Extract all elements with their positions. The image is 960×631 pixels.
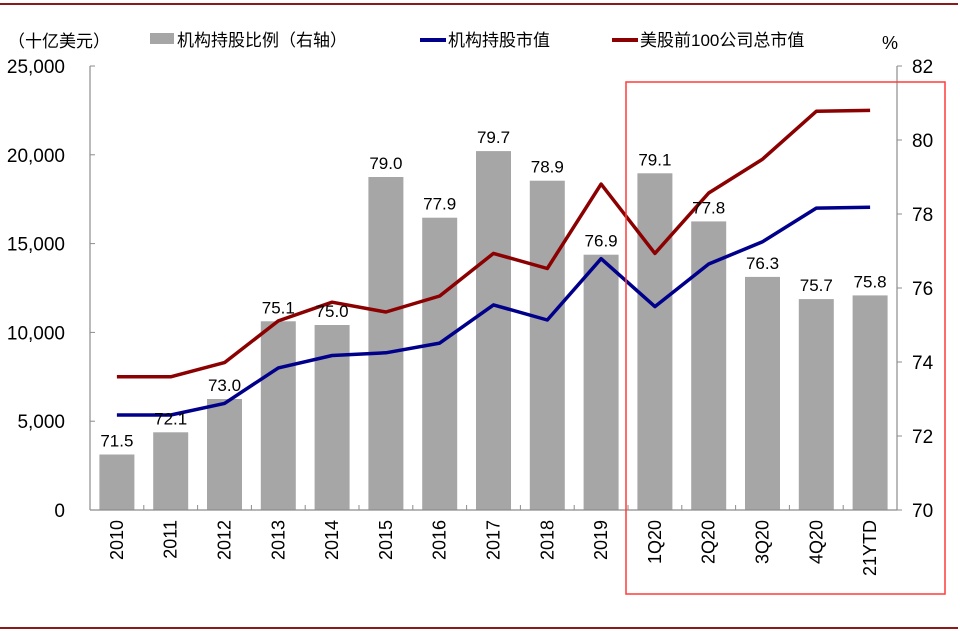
bar-2017 bbox=[476, 151, 511, 510]
bar-2018 bbox=[529, 180, 565, 510]
bar-2010 bbox=[99, 454, 135, 510]
x-tick-label: 2010 bbox=[107, 520, 127, 560]
bar-2015 bbox=[368, 177, 404, 510]
bar-2013 bbox=[260, 321, 296, 510]
x-tick-label: 2012 bbox=[215, 520, 235, 560]
bar-value-label: 75.8 bbox=[854, 272, 887, 291]
bar-3Q20 bbox=[745, 276, 780, 510]
bar-2019 bbox=[583, 254, 619, 510]
x-tick-label: 21YTD bbox=[860, 520, 880, 576]
bottom-rule bbox=[0, 627, 958, 629]
bar-value-label: 75.1 bbox=[262, 298, 295, 317]
top-rule bbox=[0, 3, 958, 5]
bar-value-label: 75.0 bbox=[316, 302, 349, 321]
left-tick-label: 25,000 bbox=[7, 57, 65, 78]
highlight-box bbox=[625, 81, 946, 595]
legend-label-red-line: 美股前100公司总市值 bbox=[640, 31, 804, 50]
bar-value-label: 76.3 bbox=[746, 254, 779, 273]
bar-value-label: 79.7 bbox=[477, 128, 510, 147]
x-tick-label: 2013 bbox=[268, 520, 288, 560]
bar-value-label: 78.9 bbox=[531, 158, 564, 177]
legend-label-bar: 机构持股比例（右轴） bbox=[177, 31, 347, 50]
bar-2Q20 bbox=[691, 221, 727, 510]
right-tick-label: 80 bbox=[912, 131, 933, 152]
legend: （十亿美元） 机构持股比例（右轴） 机构持股市值 美股前100公司总市值 % bbox=[8, 31, 898, 53]
x-tick-label: 2015 bbox=[376, 520, 396, 560]
right-tick-label: 78 bbox=[912, 205, 933, 226]
bar-value-label: 77.8 bbox=[692, 198, 725, 217]
bar-value-label: 76.9 bbox=[585, 232, 618, 251]
left-tick-label: 15,000 bbox=[7, 235, 65, 256]
bar-value-label: 75.7 bbox=[800, 276, 833, 295]
x-tick-label: 2018 bbox=[537, 520, 557, 560]
right-tick-label: 74 bbox=[912, 353, 934, 374]
x-tick-label: 2014 bbox=[322, 520, 342, 560]
x-tick-label: 3Q20 bbox=[753, 520, 773, 564]
bar-21YTD bbox=[852, 295, 888, 510]
right-tick-label: 76 bbox=[912, 279, 933, 300]
x-tick-label: 2Q20 bbox=[699, 520, 719, 564]
bar-value-label: 77.9 bbox=[423, 195, 456, 214]
left-tick-label: 10,000 bbox=[7, 323, 65, 344]
bar-value-label: 71.5 bbox=[100, 432, 133, 451]
left-tick-label: 0 bbox=[54, 501, 65, 522]
left-tick-label: 5,000 bbox=[17, 412, 65, 433]
bar-1Q20 bbox=[637, 173, 673, 511]
x-tick-label: 1Q20 bbox=[645, 520, 665, 564]
left-axis-unit: （十亿美元） bbox=[8, 32, 110, 51]
bar-value-label: 72.1 bbox=[154, 409, 187, 428]
legend-label-blue-line: 机构持股市值 bbox=[448, 31, 550, 50]
right-tick-label: 70 bbox=[912, 501, 933, 522]
bar-value-label: 73.0 bbox=[208, 376, 241, 395]
x-tick-label: 2019 bbox=[591, 520, 611, 560]
bar-2011 bbox=[153, 432, 189, 510]
x-tick-label: 4Q20 bbox=[806, 520, 826, 564]
x-tick-label: 2017 bbox=[484, 520, 504, 560]
right-axis-unit: % bbox=[882, 33, 898, 53]
bar-2012 bbox=[207, 399, 242, 510]
bar-value-label: 79.1 bbox=[638, 150, 671, 169]
x-tick-label: 2011 bbox=[161, 520, 181, 559]
left-tick-label: 20,000 bbox=[7, 146, 65, 167]
bar-2016 bbox=[422, 217, 458, 510]
bar-value-label: 79.0 bbox=[369, 154, 402, 173]
right-tick-label: 82 bbox=[912, 57, 933, 78]
bar-2014 bbox=[314, 325, 350, 510]
right-tick-label: 72 bbox=[912, 427, 933, 448]
legend-swatch-bar bbox=[150, 33, 174, 44]
x-tick-label: 2016 bbox=[430, 520, 450, 560]
bar-4Q20 bbox=[798, 299, 834, 510]
